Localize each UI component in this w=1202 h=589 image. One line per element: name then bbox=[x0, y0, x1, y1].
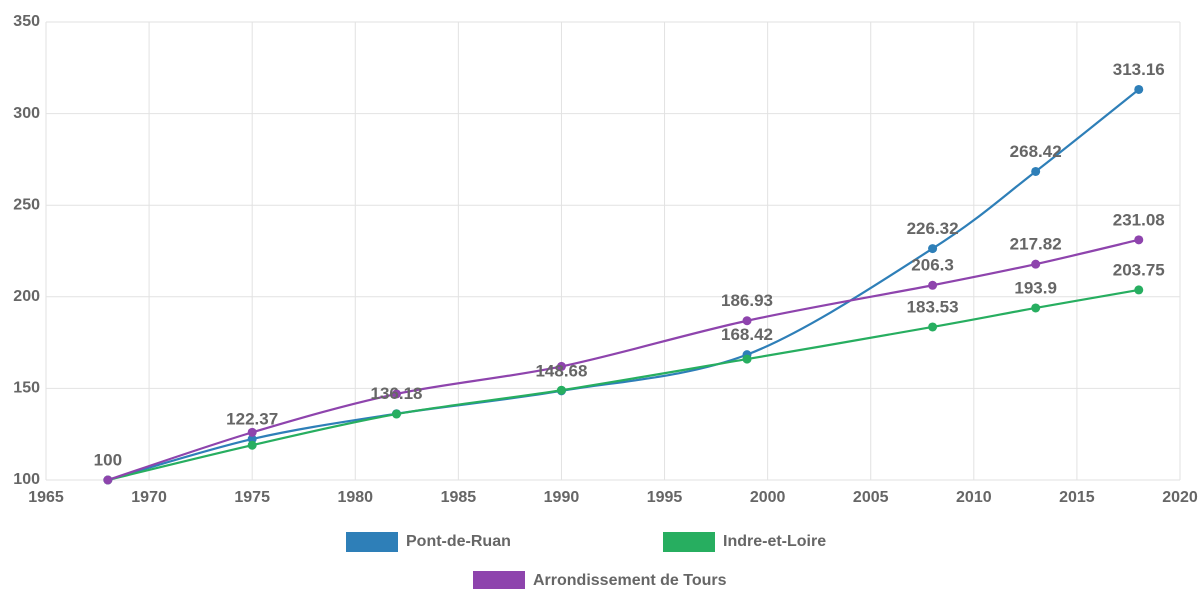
data-point bbox=[247, 440, 257, 450]
legend-label: Arrondissement de Tours bbox=[533, 572, 727, 589]
data-point bbox=[556, 385, 566, 395]
data-point bbox=[742, 316, 752, 326]
y-tick-label: 250 bbox=[13, 196, 40, 213]
x-tick-label: 2015 bbox=[1059, 489, 1095, 506]
data-label: 226.32 bbox=[907, 219, 959, 238]
data-point bbox=[392, 409, 402, 419]
data-label: 231.08 bbox=[1113, 210, 1165, 229]
data-label: 186.93 bbox=[721, 291, 773, 310]
x-tick-label: 2010 bbox=[956, 489, 992, 506]
x-tick-label: 1980 bbox=[337, 489, 373, 506]
data-point bbox=[392, 389, 402, 399]
x-tick-label: 1965 bbox=[28, 489, 64, 506]
series-line bbox=[107, 288, 1139, 482]
y-tick-label: 150 bbox=[13, 380, 40, 397]
legend-swatch bbox=[346, 532, 398, 552]
data-point bbox=[928, 244, 938, 254]
data-label: 183.53 bbox=[907, 297, 959, 316]
y-tick-label: 300 bbox=[13, 105, 40, 122]
data-label: 193.9 bbox=[1014, 278, 1057, 297]
x-tick-label: 2005 bbox=[853, 489, 889, 506]
data-label: 217.82 bbox=[1010, 235, 1062, 254]
x-tick-label: 2000 bbox=[750, 489, 786, 506]
data-point bbox=[1134, 235, 1144, 245]
y-tick-label: 100 bbox=[13, 471, 40, 488]
data-point bbox=[247, 434, 257, 444]
y-tick-label: 350 bbox=[13, 13, 40, 30]
data-label: 148.68 bbox=[535, 361, 587, 380]
data-label: 203.75 bbox=[1113, 260, 1165, 279]
data-label: 313.16 bbox=[1113, 60, 1165, 79]
legend-swatch bbox=[473, 571, 525, 589]
y-tick-label: 200 bbox=[13, 288, 40, 305]
data-point bbox=[247, 427, 257, 437]
x-tick-label: 1990 bbox=[544, 489, 580, 506]
x-tick-label: 2020 bbox=[1162, 489, 1198, 506]
data-point bbox=[1031, 166, 1041, 176]
legend-swatch bbox=[663, 532, 715, 552]
x-tick-label: 1975 bbox=[234, 489, 270, 506]
x-tick-label: 1995 bbox=[647, 489, 683, 506]
data-label: 268.42 bbox=[1010, 142, 1062, 161]
data-point bbox=[1031, 303, 1041, 313]
series-line bbox=[107, 238, 1140, 482]
data-point bbox=[928, 280, 938, 290]
x-tick-label: 1985 bbox=[441, 489, 477, 506]
data-point bbox=[1031, 259, 1041, 269]
series-line bbox=[107, 88, 1140, 482]
data-label: 168.42 bbox=[721, 325, 773, 344]
legend-label: Indre-et-Loire bbox=[723, 533, 826, 550]
data-point bbox=[1134, 285, 1144, 295]
data-label: 136.18 bbox=[371, 384, 423, 403]
data-label: 100 bbox=[94, 450, 122, 469]
data-point bbox=[742, 354, 752, 364]
data-point bbox=[928, 322, 938, 332]
data-label: 206.3 bbox=[911, 256, 954, 275]
data-point bbox=[103, 475, 113, 485]
data-label: 122.37 bbox=[226, 410, 278, 429]
x-tick-label: 1970 bbox=[131, 489, 167, 506]
data-point bbox=[556, 361, 566, 371]
data-point bbox=[1134, 84, 1144, 94]
legend-label: Pont-de-Ruan bbox=[406, 533, 511, 550]
